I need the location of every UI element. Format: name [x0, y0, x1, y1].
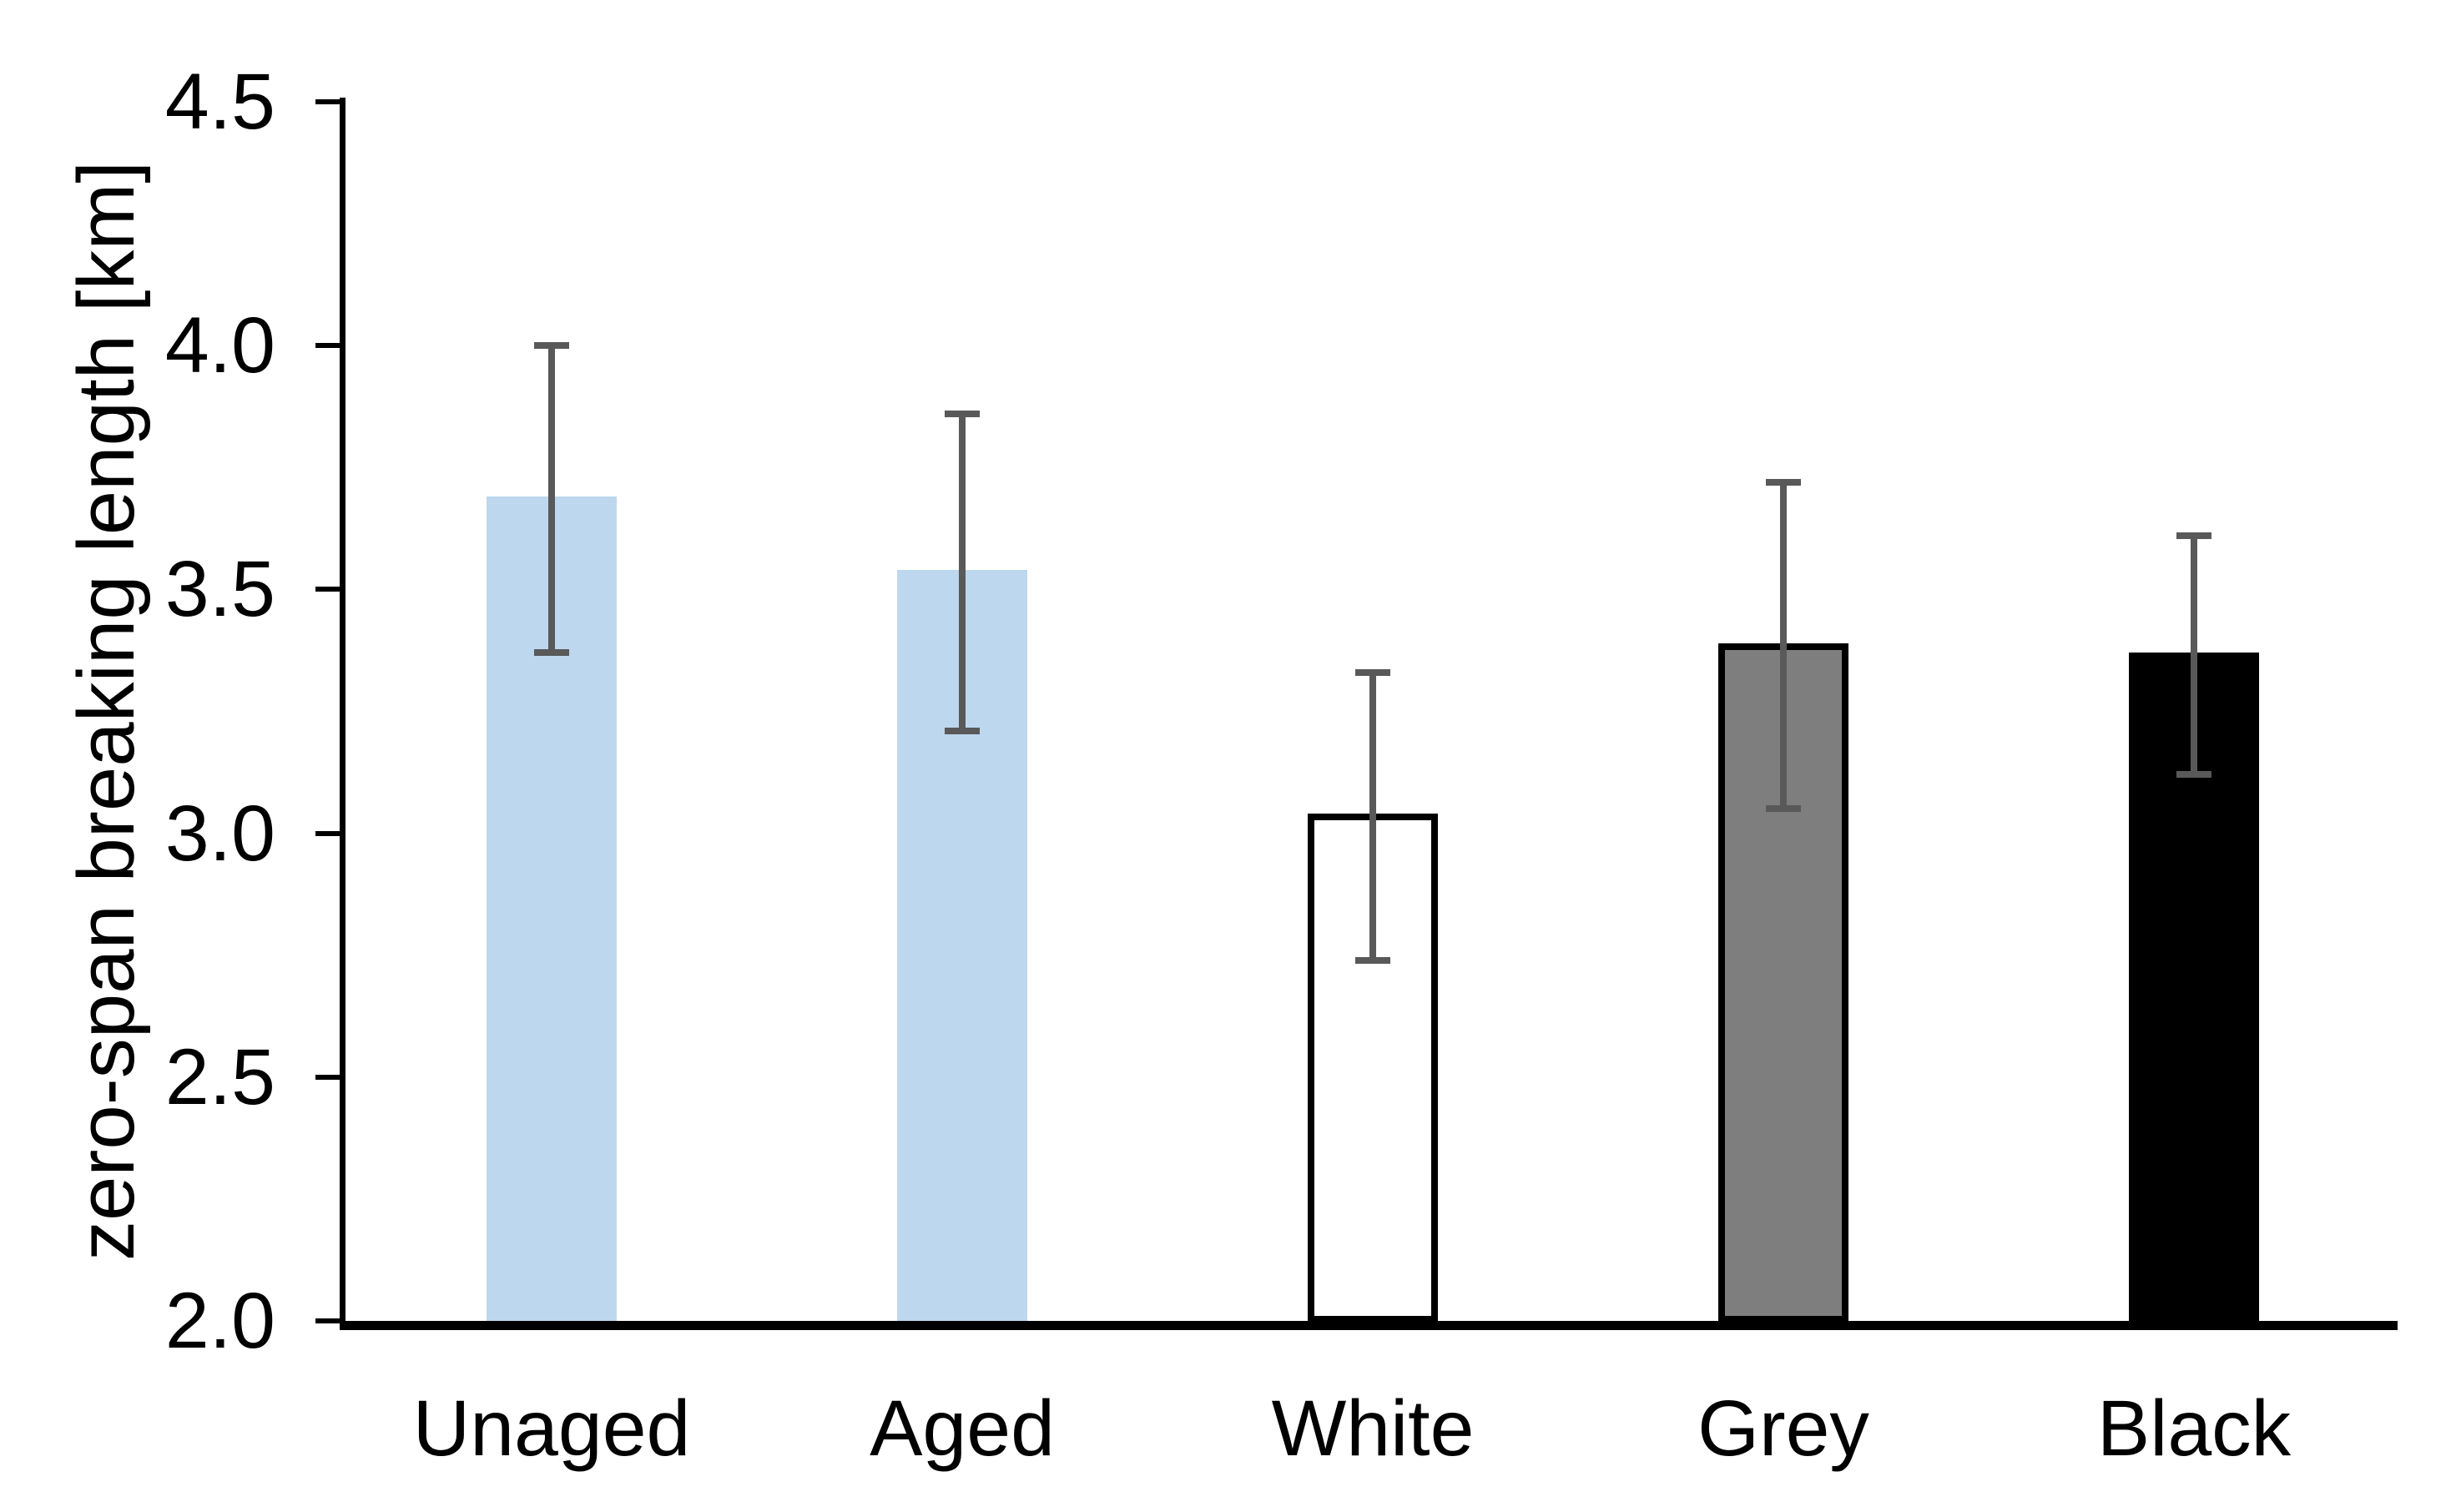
x-axis-line [340, 1321, 2398, 1330]
error-bar-top-cap [534, 342, 569, 350]
error-bar-line [548, 345, 555, 653]
y-axis-tick [315, 99, 340, 104]
error-bar-top-cap [1355, 668, 1390, 676]
y-tick-label: 4.5 [164, 58, 275, 146]
y-tick-label: 2.5 [164, 1032, 275, 1121]
error-bar-bottom-cap [534, 649, 569, 657]
y-axis-tick [315, 343, 340, 349]
y-tick-label: 3.0 [164, 789, 275, 878]
y-axis-tick [315, 1318, 340, 1323]
error-bar-line [1369, 672, 1376, 960]
y-axis-tick [315, 1074, 340, 1080]
y-axis-tick [315, 587, 340, 592]
x-category-label: Unaged [412, 1384, 691, 1473]
y-tick-label: 2.0 [164, 1277, 275, 1365]
error-bar-line [959, 414, 966, 731]
x-category-label: Grey [1697, 1384, 1869, 1473]
y-tick-label: 3.5 [164, 545, 275, 634]
error-bar-line [1780, 481, 1787, 809]
error-bar-top-cap [945, 411, 980, 418]
error-bar-bottom-cap [945, 727, 980, 734]
error-bar-line [2191, 536, 2197, 775]
error-bar-bottom-cap [2176, 771, 2211, 779]
x-category-label: Black [2096, 1384, 2292, 1473]
error-bar-top-cap [1766, 478, 1801, 486]
error-bar-top-cap [2176, 532, 2211, 540]
y-tick-label: 4.0 [164, 301, 275, 391]
error-bar-bottom-cap [1355, 956, 1390, 964]
x-category-label: Aged [870, 1384, 1055, 1473]
error-bar-bottom-cap [1766, 805, 1801, 813]
x-category-label: White [1271, 1384, 1475, 1473]
y-axis-tick [315, 830, 340, 836]
y-axis-line [340, 98, 345, 1330]
